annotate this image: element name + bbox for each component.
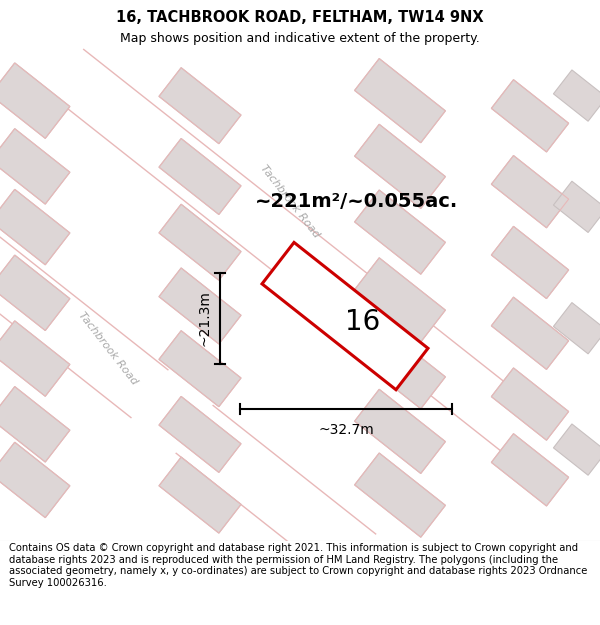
Polygon shape [0, 63, 70, 138]
Polygon shape [553, 424, 600, 475]
Polygon shape [355, 190, 445, 274]
Polygon shape [491, 434, 569, 506]
Text: Map shows position and indicative extent of the property.: Map shows position and indicative extent… [120, 32, 480, 46]
Polygon shape [94, 4, 496, 501]
Polygon shape [491, 368, 569, 440]
Polygon shape [355, 389, 445, 474]
Text: ~21.3m: ~21.3m [198, 290, 212, 346]
Polygon shape [159, 331, 241, 407]
Polygon shape [159, 204, 241, 280]
Polygon shape [159, 139, 241, 214]
Polygon shape [491, 226, 569, 299]
Polygon shape [159, 68, 241, 144]
Text: 16, TACHBROOK ROAD, FELTHAM, TW14 9NX: 16, TACHBROOK ROAD, FELTHAM, TW14 9NX [116, 10, 484, 25]
Polygon shape [553, 70, 600, 121]
Polygon shape [0, 442, 70, 518]
Polygon shape [355, 258, 445, 342]
Polygon shape [355, 453, 445, 538]
Text: ~32.7m: ~32.7m [318, 423, 374, 438]
Polygon shape [159, 268, 241, 344]
Polygon shape [0, 129, 70, 204]
Polygon shape [491, 79, 569, 152]
Polygon shape [159, 396, 241, 472]
Polygon shape [491, 297, 569, 369]
Text: ~221m²/~0.055ac.: ~221m²/~0.055ac. [255, 192, 458, 211]
Text: Tachbrook Road: Tachbrook Road [259, 164, 322, 240]
Polygon shape [553, 181, 600, 232]
Polygon shape [355, 124, 445, 209]
Polygon shape [0, 387, 70, 462]
Polygon shape [0, 85, 326, 625]
Polygon shape [355, 59, 445, 142]
Polygon shape [355, 324, 445, 409]
Polygon shape [262, 242, 428, 390]
Text: Tachbrook Road: Tachbrook Road [77, 310, 139, 387]
Polygon shape [159, 457, 241, 533]
Polygon shape [0, 321, 70, 396]
Text: Contains OS data © Crown copyright and database right 2021. This information is : Contains OS data © Crown copyright and d… [9, 543, 587, 588]
Text: 16: 16 [346, 308, 380, 336]
Polygon shape [553, 302, 600, 354]
Polygon shape [0, 189, 70, 265]
Polygon shape [0, 255, 70, 331]
Polygon shape [491, 156, 569, 228]
